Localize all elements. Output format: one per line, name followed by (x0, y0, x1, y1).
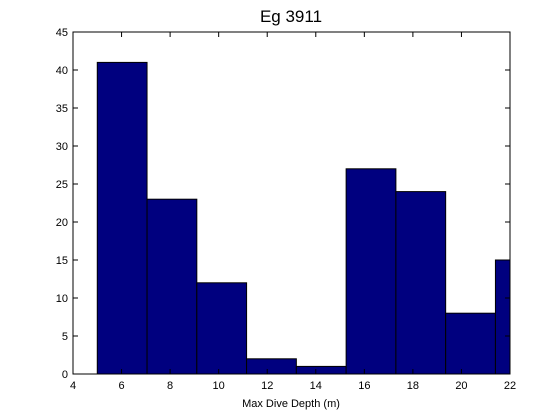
x-axis-label: Max Dive Depth (m) (242, 398, 340, 410)
y-tick-label: 10 (56, 293, 68, 305)
histogram-bar-2 (146, 198, 198, 375)
x-tick-label: 22 (504, 380, 516, 392)
y-tick-label: 35 (56, 103, 68, 115)
y-tick-label: 5 (62, 331, 68, 343)
histogram-bar-6 (345, 168, 397, 375)
y-tick-label: 45 (56, 27, 68, 39)
x-tick-label: 14 (310, 380, 322, 392)
y-tick-label: 20 (56, 217, 68, 229)
histogram-bar-9 (494, 259, 511, 375)
y-tick-label: 15 (56, 255, 68, 267)
histogram-bar-3 (196, 282, 248, 375)
x-tick-label: 16 (358, 380, 370, 392)
y-tick-label: 25 (56, 179, 68, 191)
x-axis-ticks: 4 6 8 10 12 14 16 18 20 22 (70, 32, 516, 392)
x-tick-label: 10 (213, 380, 225, 392)
histogram-bar-7 (395, 191, 447, 375)
histogram-bar-1 (96, 61, 148, 375)
x-tick-label: 18 (407, 380, 419, 392)
chart-title: Eg 3911 (260, 7, 322, 26)
y-tick-label: 0 (62, 369, 68, 381)
histogram-bar-5 (295, 365, 347, 375)
x-tick-label: 4 (70, 380, 76, 392)
y-axis-ticks: 0 5 10 15 20 25 30 35 40 45 (56, 27, 510, 381)
x-tick-label: 12 (261, 380, 273, 392)
histogram-bar-4 (246, 358, 297, 375)
axes-frame (72, 31, 511, 375)
bars-group (96, 61, 511, 375)
x-tick-label: 8 (167, 380, 173, 392)
y-tick-label: 30 (56, 141, 68, 153)
histogram-bar-8 (445, 312, 496, 375)
x-tick-label: 6 (118, 380, 124, 392)
x-tick-label: 20 (455, 380, 467, 392)
y-tick-label: 40 (56, 65, 68, 77)
